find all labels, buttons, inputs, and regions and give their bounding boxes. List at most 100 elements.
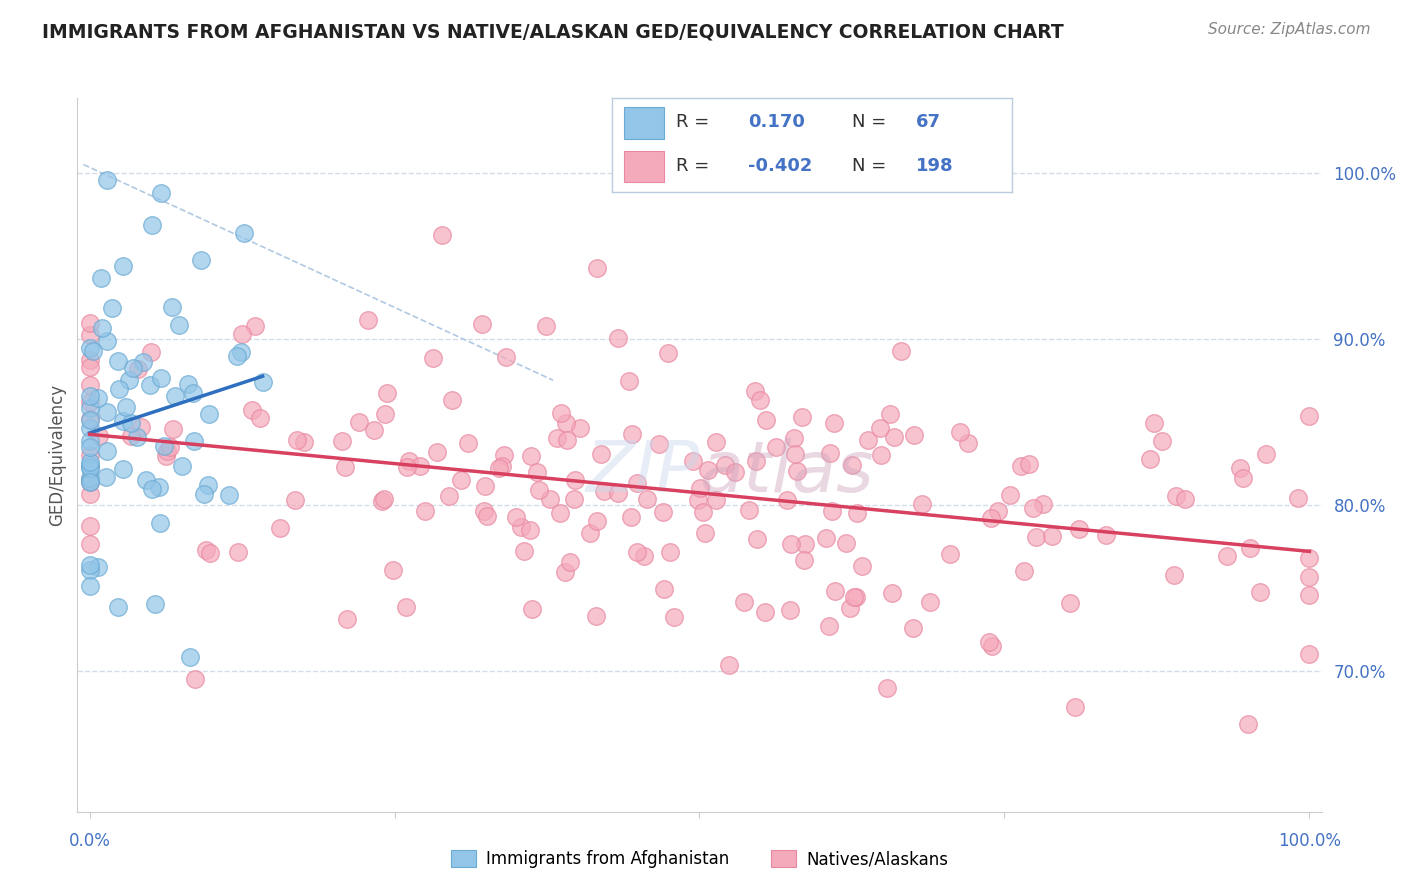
Point — [285, 433, 308, 447]
Point — [79, 455, 101, 469]
Point — [818, 618, 841, 632]
Point — [243, 319, 266, 334]
Point — [79, 486, 101, 500]
Text: N =: N = — [852, 157, 886, 175]
Point — [1237, 716, 1260, 731]
Point — [120, 416, 142, 430]
Point — [783, 431, 806, 445]
Point — [156, 443, 179, 458]
Point — [1152, 434, 1174, 449]
Point — [779, 603, 801, 617]
Point — [546, 431, 568, 445]
Text: 100.0%: 100.0% — [1278, 831, 1341, 850]
Point — [526, 465, 548, 479]
Point — [869, 448, 891, 462]
Point — [488, 461, 510, 475]
Point — [148, 480, 170, 494]
Point — [430, 227, 453, 242]
Point — [880, 586, 903, 600]
Point — [101, 301, 124, 315]
Point — [841, 458, 863, 472]
Point — [765, 440, 787, 454]
Point — [118, 373, 141, 387]
Point — [814, 531, 837, 545]
Point — [717, 657, 740, 672]
Point — [169, 318, 191, 333]
Point — [141, 218, 163, 232]
Point — [949, 425, 972, 440]
Point — [122, 361, 145, 376]
Point — [647, 437, 669, 451]
Point — [177, 376, 200, 391]
Point — [87, 391, 110, 405]
Point — [1069, 522, 1091, 536]
Point — [226, 545, 249, 559]
Point — [519, 523, 541, 537]
Point — [439, 490, 461, 504]
Point — [395, 600, 418, 615]
Point — [79, 434, 101, 448]
Point — [79, 448, 101, 462]
Point — [755, 413, 778, 427]
Point — [534, 319, 557, 334]
Point — [662, 610, 685, 624]
Point — [398, 454, 420, 468]
Point — [706, 493, 728, 508]
Point — [977, 635, 1000, 649]
Point — [695, 525, 717, 540]
Point — [869, 421, 891, 435]
Point — [1298, 409, 1320, 423]
Point — [426, 445, 449, 459]
Point — [783, 447, 806, 461]
Point — [198, 408, 221, 422]
Point — [1025, 530, 1047, 544]
Point — [890, 343, 912, 358]
Point — [79, 475, 101, 489]
Point — [626, 545, 648, 559]
Point — [519, 449, 541, 463]
Point — [347, 416, 370, 430]
Y-axis label: GED/Equivalency: GED/Equivalency — [48, 384, 66, 526]
Point — [558, 556, 581, 570]
Point — [79, 475, 101, 489]
Point — [851, 558, 873, 573]
Point — [704, 434, 727, 449]
Point — [745, 454, 768, 468]
Point — [79, 519, 101, 533]
Point — [527, 483, 550, 497]
Text: 0.0%: 0.0% — [69, 831, 111, 850]
Point — [79, 579, 101, 593]
Point — [1239, 541, 1261, 556]
Point — [335, 459, 357, 474]
Point — [617, 375, 640, 389]
Text: N =: N = — [852, 113, 886, 131]
Point — [845, 591, 868, 605]
Point — [149, 516, 172, 530]
Point — [159, 440, 181, 454]
Point — [607, 331, 630, 345]
Point — [620, 426, 643, 441]
Point — [562, 492, 585, 507]
Point — [824, 583, 846, 598]
Point — [141, 344, 163, 359]
Point — [821, 504, 844, 518]
Point — [723, 465, 745, 479]
Point — [839, 601, 862, 615]
Point — [79, 460, 101, 475]
Point — [745, 533, 768, 547]
Text: -0.402: -0.402 — [748, 157, 813, 175]
Point — [520, 602, 543, 616]
Point — [1000, 488, 1022, 502]
Point — [190, 253, 212, 268]
Point — [79, 421, 101, 435]
Point — [555, 416, 578, 430]
Point — [550, 406, 572, 420]
Point — [619, 509, 641, 524]
Point — [79, 316, 101, 330]
Text: R =: R = — [676, 157, 709, 175]
Point — [249, 410, 271, 425]
Point — [1166, 489, 1188, 503]
Point — [143, 598, 166, 612]
Point — [292, 434, 315, 449]
Point — [879, 407, 901, 421]
